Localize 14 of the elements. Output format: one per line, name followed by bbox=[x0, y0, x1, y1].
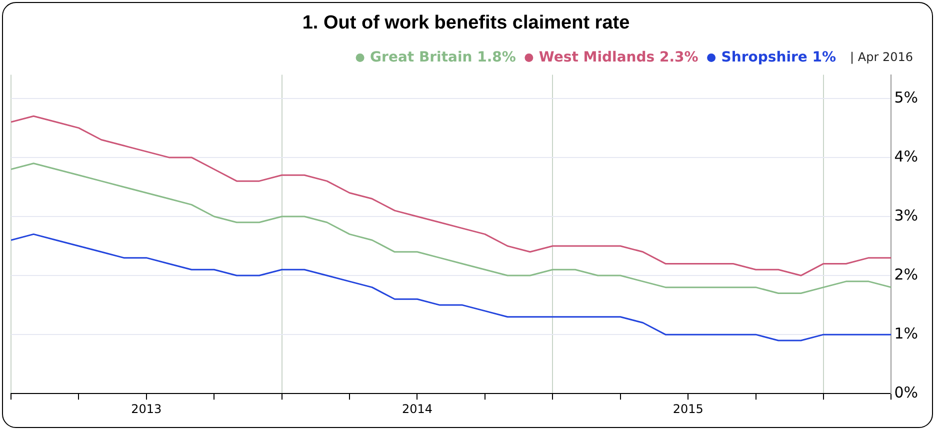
y-tick-label: 4% bbox=[894, 147, 918, 166]
chart-title: 1. Out of work benefits claiment rate bbox=[302, 12, 630, 34]
x-tick-label: 2015 bbox=[672, 402, 704, 416]
legend-label: Shropshire 1% bbox=[721, 49, 836, 66]
legend-label: Great Britain 1.8% bbox=[370, 49, 516, 66]
y-tick-label: 1% bbox=[894, 324, 918, 342]
y-tick-label: 0% bbox=[894, 383, 918, 402]
y-tick-label: 2% bbox=[894, 265, 918, 284]
x-tick-label: 2014 bbox=[402, 402, 433, 416]
text: | Apr 2016 bbox=[850, 50, 913, 64]
y-tick-label: 3% bbox=[894, 206, 918, 224]
y-tick-label: 5% bbox=[894, 88, 918, 106]
legend-label: West Midlands 2.3% bbox=[538, 49, 698, 66]
x-tick-label: 2013 bbox=[131, 402, 162, 416]
